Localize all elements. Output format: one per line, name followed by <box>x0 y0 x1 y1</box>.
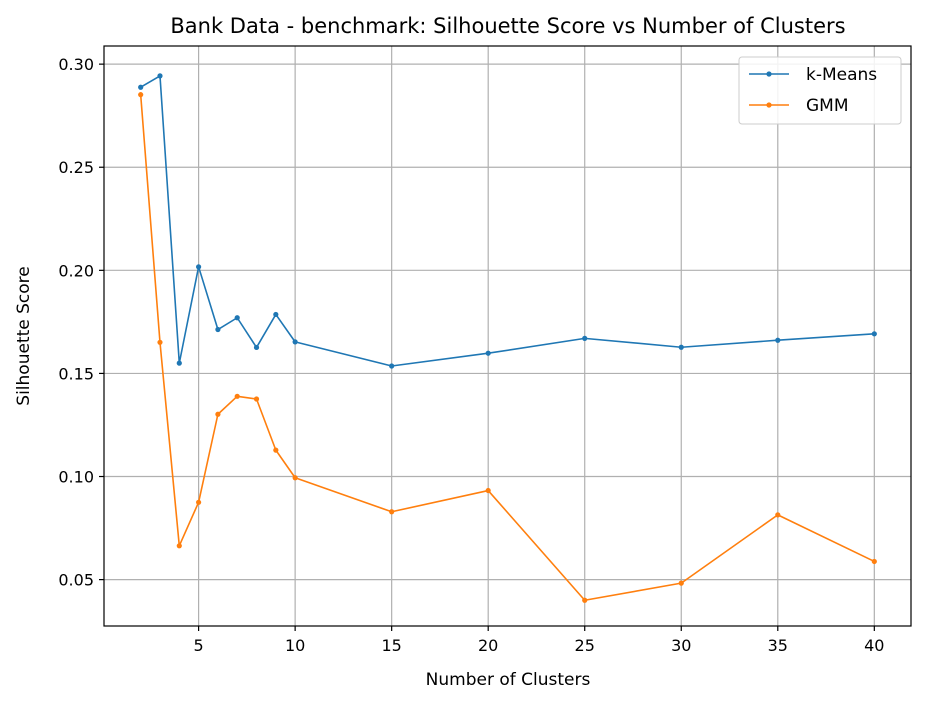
x-tick-label: 20 <box>478 636 498 655</box>
data-point <box>157 339 163 345</box>
data-point <box>292 475 298 481</box>
data-point <box>234 393 240 399</box>
data-point <box>389 509 395 515</box>
x-tick-label: 25 <box>575 636 595 655</box>
x-tick-label: 30 <box>671 636 691 655</box>
series-k-means <box>138 73 877 369</box>
data-point <box>196 264 202 270</box>
data-point <box>138 84 144 90</box>
data-point <box>775 512 781 518</box>
y-tick-label: 0.05 <box>58 571 94 590</box>
data-point <box>871 331 877 337</box>
data-point <box>138 92 144 98</box>
data-point <box>215 411 221 417</box>
data-point <box>196 499 202 505</box>
data-point <box>157 73 163 79</box>
data-point <box>292 339 298 345</box>
legend-swatch-marker <box>766 102 772 108</box>
x-tick-label: 10 <box>285 636 305 655</box>
legend-swatch-marker <box>766 71 772 77</box>
data-point <box>485 487 491 494</box>
data-point <box>215 326 221 333</box>
data-point <box>678 580 684 586</box>
y-tick-label: 0.10 <box>58 468 94 487</box>
data-point <box>389 363 395 369</box>
legend: k-Means GMM <box>738 56 902 125</box>
data-point <box>176 360 182 366</box>
grid <box>104 46 911 626</box>
plot-frame <box>103 45 912 627</box>
data-point <box>582 335 588 341</box>
y-tick-label: 0.30 <box>58 55 94 74</box>
y-tick-label: 0.25 <box>58 158 94 177</box>
x-axis-label: Number of Clusters <box>426 670 591 690</box>
data-point <box>234 315 240 321</box>
data-point <box>253 396 260 402</box>
series-gmm <box>138 92 877 603</box>
data-point <box>176 543 182 549</box>
data-point <box>582 597 588 603</box>
legend-label: GMM <box>806 96 849 116</box>
x-axis: 5 10 15 20 25 30 35 40 <box>194 626 884 655</box>
y-axis-label: Silhouette Score <box>14 266 34 405</box>
data-point <box>485 350 491 356</box>
data-point <box>253 344 260 351</box>
data-point <box>273 447 279 453</box>
chart-title: Bank Data - benchmark: Silhouette Score … <box>170 14 845 38</box>
x-tick-label: 15 <box>381 636 401 655</box>
legend-label: k-Means <box>806 65 877 85</box>
data-point <box>775 337 781 343</box>
data-point <box>871 558 877 565</box>
data-point <box>273 311 279 318</box>
data-point <box>678 344 684 350</box>
series-layer <box>138 73 877 603</box>
x-tick-label: 35 <box>768 636 788 655</box>
y-tick-label: 0.15 <box>58 364 94 383</box>
x-tick-label: 5 <box>194 636 204 655</box>
x-tick-label: 40 <box>864 636 884 655</box>
y-axis: 0.05 0.10 0.15 0.20 0.25 0.30 <box>58 55 104 590</box>
y-tick-label: 0.20 <box>58 261 94 280</box>
